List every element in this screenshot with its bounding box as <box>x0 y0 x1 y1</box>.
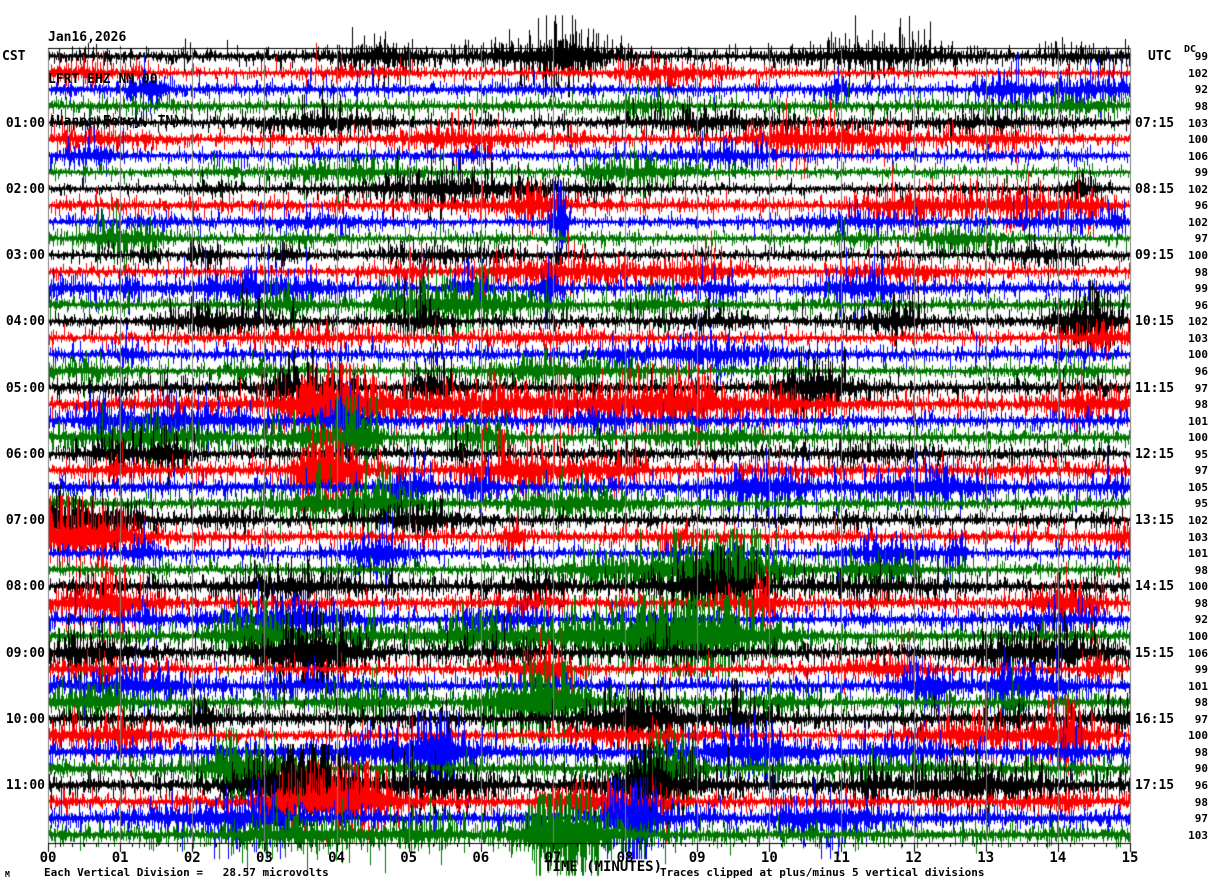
dc-value: 98 <box>1194 398 1208 412</box>
utc-hour-label: 12:15 <box>1135 446 1175 462</box>
dc-value: 102 <box>1188 182 1208 196</box>
x-tick-label: 11 <box>833 850 850 866</box>
dc-value: 90 <box>1194 762 1208 776</box>
x-tick-label: 07 <box>544 850 562 866</box>
dc-value: 98 <box>1194 563 1208 577</box>
dc-value: 103 <box>1188 116 1208 130</box>
dc-value: 101 <box>1188 547 1208 561</box>
title-block: Jan16,2026 LFRT EHZ NM 00 (Lanes Ferry, … <box>48 3 181 157</box>
dc-value: 92 <box>1194 83 1208 97</box>
dc-value: 100 <box>1188 133 1208 147</box>
utc-hour-label: 14:15 <box>1135 579 1175 595</box>
dc-value: 92 <box>1194 613 1208 627</box>
dc-value: 100 <box>1188 729 1208 743</box>
cst-hour-label: 02:00 <box>5 181 45 197</box>
x-tick-label: 09 <box>688 850 706 866</box>
date-label: Jan16,2026 <box>48 30 127 45</box>
x-axis-title: TIME (MINUTES) <box>543 859 663 875</box>
cst-hour-label: 08:00 <box>5 579 45 595</box>
dc-value: 102 <box>1188 215 1208 229</box>
dc-value: 95 <box>1194 447 1208 461</box>
utc-hour-label: 11:15 <box>1135 380 1175 396</box>
left-axis-title: CST <box>2 49 26 64</box>
x-tick-label: 13 <box>977 850 995 866</box>
x-tick-label: 00 <box>39 850 57 866</box>
cst-hour-label: 06:00 <box>5 446 45 462</box>
cst-hour-label: 01:00 <box>5 115 45 131</box>
dc-value: 96 <box>1194 779 1208 793</box>
dc-value: 98 <box>1194 265 1208 279</box>
dc-value: 98 <box>1194 745 1208 759</box>
cst-hour-label: 03:00 <box>5 248 45 264</box>
x-tick-label: 10 <box>760 850 778 866</box>
scale-note: Each Vertical Division = 28.57 microvolt… <box>44 866 329 879</box>
dc-value: 99 <box>1194 282 1208 296</box>
dc-value: 96 <box>1194 199 1208 213</box>
station-channel-label: LFRT EHZ NM 00 <box>48 72 158 87</box>
x-tick-label: 06 <box>472 850 490 866</box>
dc-value: 106 <box>1188 646 1208 660</box>
dc-value: 97 <box>1194 232 1208 246</box>
utc-hour-label: 08:15 <box>1135 181 1175 197</box>
utc-hour-label: 16:15 <box>1135 711 1175 727</box>
cst-hour-label: 04:00 <box>5 314 45 330</box>
station-location-label: (Lanes Ferry, TN) <box>48 114 182 129</box>
dc-column-title: DC <box>1184 44 1197 55</box>
dc-value: 98 <box>1194 596 1208 610</box>
x-tick-label: 03 <box>255 850 273 866</box>
dc-value: 102 <box>1188 66 1208 80</box>
utc-hour-label: 10:15 <box>1135 314 1175 330</box>
utc-hour-label: 07:15 <box>1135 115 1175 131</box>
dc-value: 100 <box>1188 431 1208 445</box>
dc-value: 106 <box>1188 149 1208 163</box>
dc-value: 96 <box>1194 364 1208 378</box>
dc-value: 101 <box>1188 679 1208 693</box>
dc-value: 101 <box>1188 414 1208 428</box>
dc-value: 97 <box>1194 464 1208 478</box>
x-tick-label: 02 <box>183 850 201 866</box>
right-axis-title: UTC <box>1148 49 1172 64</box>
dc-value: 102 <box>1188 514 1208 528</box>
dc-value: 98 <box>1194 795 1208 809</box>
dc-value: 102 <box>1188 315 1208 329</box>
x-tick-label: 12 <box>905 850 923 866</box>
x-tick-label: 15 <box>1121 850 1139 866</box>
x-tick-label: 04 <box>328 850 345 866</box>
dc-value: 97 <box>1194 381 1208 395</box>
dc-value: 96 <box>1194 298 1208 312</box>
dc-value: 97 <box>1194 712 1208 726</box>
utc-hour-label: 13:15 <box>1135 513 1175 529</box>
dc-value: 100 <box>1188 580 1208 594</box>
cst-hour-label: 10:00 <box>5 711 45 727</box>
dc-value: 99 <box>1194 663 1208 677</box>
cst-hour-label: 11:00 <box>5 778 45 794</box>
cst-hour-label: 07:00 <box>5 513 45 529</box>
utc-hour-label: 15:15 <box>1135 645 1175 661</box>
dc-value: 100 <box>1188 249 1208 263</box>
x-tick-label: 05 <box>400 850 418 866</box>
dc-value: 100 <box>1188 629 1208 643</box>
dc-value: 97 <box>1194 812 1208 826</box>
x-tick-label: 14 <box>1049 850 1067 866</box>
dc-value: 99 <box>1194 166 1208 180</box>
x-tick-label: 08 <box>616 850 634 866</box>
dc-value: 103 <box>1188 331 1208 345</box>
dc-value: 100 <box>1188 348 1208 362</box>
dc-value: 103 <box>1188 828 1208 842</box>
dc-value: 98 <box>1194 99 1208 113</box>
dc-value: 103 <box>1188 530 1208 544</box>
cst-hour-label: 05:00 <box>5 380 45 396</box>
clip-note: Traces clipped at plus/minus 5 vertical … <box>660 866 985 879</box>
dc-value: 95 <box>1194 497 1208 511</box>
dc-value: 98 <box>1194 696 1208 710</box>
dc-value: 99 <box>1194 50 1208 64</box>
x-tick-label: 01 <box>111 850 129 866</box>
cst-hour-label: 09:00 <box>5 645 45 661</box>
dc-value: 105 <box>1188 480 1208 494</box>
utc-hour-label: 17:15 <box>1135 778 1175 794</box>
utc-hour-label: 09:15 <box>1135 248 1175 264</box>
corner-mark: M <box>5 870 10 879</box>
